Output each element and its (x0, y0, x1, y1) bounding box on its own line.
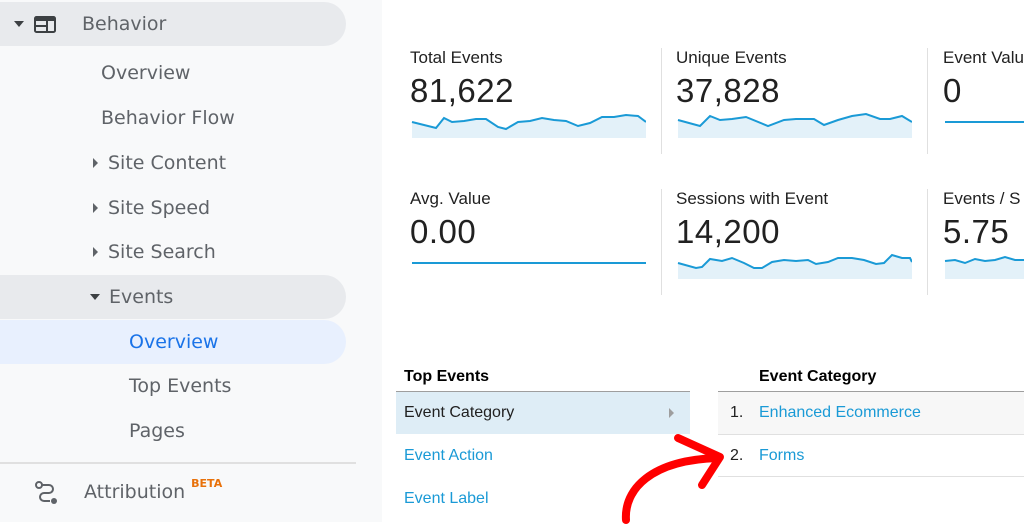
metric-separator (927, 189, 928, 295)
top-events-title: Top Events (404, 368, 490, 385)
row-rank: 1. (730, 404, 744, 421)
metric-value: 5.75 (943, 213, 1010, 250)
top-events-option-event-category[interactable]: Event Category (396, 392, 690, 434)
sidebar-item-pages[interactable]: Pages (129, 409, 185, 453)
attribution-path-icon (34, 480, 60, 504)
metric-total-events[interactable]: Total Events 81,622 (410, 48, 650, 140)
row-rank: 2. (730, 447, 744, 464)
row-link-forms[interactable]: Forms (759, 447, 805, 464)
sparkline-chart (945, 121, 1024, 123)
sidebar-item-label: Behavior Flow (101, 107, 235, 129)
metric-label: Events / S (943, 189, 1021, 208)
metric-label: Avg. Value (410, 189, 491, 208)
metric-label: Unique Events (676, 48, 787, 67)
sidebar-item-label: Behavior (82, 13, 167, 35)
event-category-table-header: Event Category (759, 368, 877, 385)
sidebar-item-label: Top Events (129, 375, 232, 397)
metric-value: 0.00 (410, 213, 477, 250)
sidebar-item-label: Site Search (108, 241, 216, 263)
sidebar-item-label: Pages (129, 420, 185, 442)
sidebar-item-label: Events (109, 286, 174, 308)
table-header-line (718, 391, 1024, 392)
sidebar: Behavior Overview Behavior Flow Site Con… (0, 0, 382, 522)
metric-value: 14,200 (676, 213, 780, 250)
sidebar-item-attribution[interactable]: Attribution BETA (34, 470, 222, 514)
sidebar-item-behavior-flow[interactable]: Behavior Flow (101, 96, 235, 140)
row-divider (718, 434, 1024, 435)
row-divider (718, 476, 1024, 477)
metric-sessions-with-event[interactable]: Sessions with Event 14,200 (676, 189, 916, 281)
metric-label: Sessions with Event (676, 189, 829, 208)
metric-label: Event Valu (943, 48, 1024, 67)
beta-badge: BETA (191, 476, 223, 490)
metric-value: 0 (943, 72, 962, 109)
sidebar-item-behavior[interactable]: Behavior (0, 2, 346, 46)
metric-avg-value[interactable]: Avg. Value 0.00 (410, 189, 650, 281)
sidebar-divider (0, 462, 356, 464)
table-row: 1. Enhanced Ecommerce (718, 392, 1024, 434)
sidebar-item-events[interactable]: Events (0, 275, 346, 319)
metric-separator (927, 48, 928, 154)
caret-right-icon (93, 247, 98, 257)
metric-separator (661, 48, 662, 154)
sidebar-item-events-overview[interactable]: Overview (0, 320, 346, 364)
metric-value: 81,622 (410, 72, 514, 109)
metric-value: 37,828 (676, 72, 780, 109)
chevron-right-icon (669, 408, 674, 418)
caret-down-icon (14, 21, 24, 27)
sidebar-item-label: Overview (129, 331, 219, 353)
sparkline-chart (677, 112, 912, 138)
sidebar-item-overview[interactable]: Overview (101, 51, 190, 95)
metric-separator (661, 189, 662, 295)
sidebar-item-top-events[interactable]: Top Events (129, 364, 231, 408)
top-events-header-line (396, 391, 690, 392)
sparkline-chart (944, 255, 1024, 279)
sidebar-item-site-content[interactable]: Site Content (93, 141, 226, 185)
sidebar-item-label: Site Content (108, 152, 227, 174)
sidebar-item-site-search[interactable]: Site Search (93, 230, 216, 274)
top-events-option-event-label[interactable]: Event Label (404, 490, 489, 507)
metric-event-value[interactable]: Event Valu 0 (943, 48, 1024, 140)
caret-right-icon (93, 203, 98, 213)
caret-down-icon (90, 294, 100, 300)
caret-right-icon (93, 158, 98, 168)
metric-unique-events[interactable]: Unique Events 37,828 (676, 48, 916, 140)
sidebar-item-label: Attribution (84, 481, 186, 503)
sparkline-chart (677, 253, 912, 279)
layout-icon (34, 15, 56, 33)
sidebar-item-site-speed[interactable]: Site Speed (93, 186, 210, 230)
sidebar-item-label: Site Speed (108, 197, 211, 219)
option-label: Event Category (404, 404, 515, 421)
row-link-enhanced-ecommerce[interactable]: Enhanced Ecommerce (759, 404, 921, 421)
annotation-arrow-icon (621, 434, 724, 524)
sidebar-item-label: Overview (101, 62, 191, 84)
sparkline-chart (411, 113, 646, 138)
metric-label: Total Events (410, 48, 503, 67)
table-row: 2. Forms (718, 435, 1024, 476)
metric-events-per-session[interactable]: Events / S 5.75 (943, 189, 1024, 281)
sparkline-chart (412, 262, 646, 264)
top-events-option-event-action[interactable]: Event Action (404, 447, 493, 464)
